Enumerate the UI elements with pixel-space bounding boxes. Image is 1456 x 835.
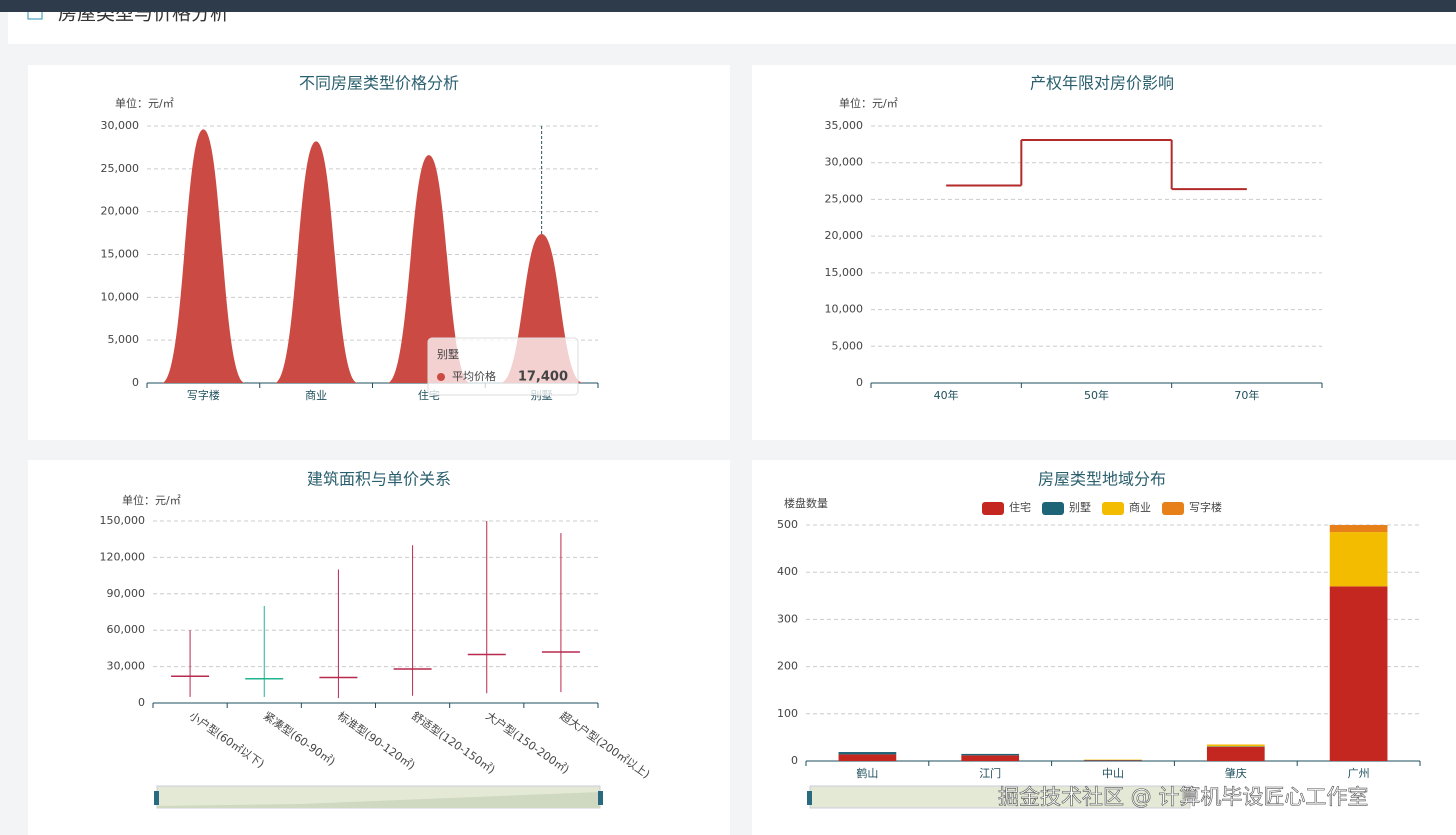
panel	[28, 460, 730, 835]
chart-title: 产权年限对房价影响	[1030, 74, 1174, 93]
chart-title: 房屋类型地域分布	[1038, 470, 1166, 489]
chart-title: 建筑面积与单价关系	[307, 470, 451, 489]
y-tick-label: 300	[777, 612, 798, 625]
y-tick-label: 10,000	[101, 290, 140, 303]
x-tick-label: 肇庆	[1225, 766, 1247, 780]
axis-label: 楼盘数量	[784, 496, 828, 510]
bar	[161, 129, 246, 383]
bar-segment	[838, 754, 897, 761]
x-tick-label: 50年	[1084, 388, 1109, 402]
bar-segment	[838, 752, 897, 755]
y-tick-label: 120,000	[100, 550, 146, 563]
slider-handle[interactable]	[807, 791, 812, 805]
y-tick-label: 90,000	[107, 587, 146, 600]
y-tick-label: 400	[777, 565, 798, 578]
y-tick-label: 0	[138, 696, 145, 709]
axis-unit: 单位：元/㎡	[839, 96, 898, 110]
watermark: 掘金技术社区 @ 计算机毕设匠心工作室	[998, 785, 1368, 809]
y-tick-label: 20,000	[101, 205, 140, 218]
legend-swatch	[1042, 502, 1064, 515]
panel	[752, 65, 1456, 440]
x-tick-label: 商业	[305, 388, 327, 402]
axis-unit: 单位：元/㎡	[115, 96, 174, 110]
x-tick-label: 40年	[934, 388, 959, 402]
tooltip	[427, 337, 579, 396]
y-tick-label: 20,000	[825, 229, 864, 242]
legend-label: 住宅	[1009, 500, 1031, 514]
bar-segment	[961, 753, 1020, 756]
legend-swatch	[982, 502, 1004, 515]
slider-shadow	[157, 792, 600, 808]
x-tick-label: 江门	[979, 766, 1001, 780]
axis-unit: 单位：元/㎡	[122, 493, 181, 507]
bar-segment	[1329, 525, 1388, 533]
tooltip-series: 平均价格	[452, 369, 496, 383]
y-tick-label: 5,000	[108, 333, 140, 346]
bar-segment	[1206, 744, 1265, 747]
legend-swatch	[1162, 502, 1184, 515]
zoom-slider[interactable]	[807, 785, 1191, 809]
bar-segment	[1329, 532, 1388, 587]
y-tick-label: 10,000	[825, 303, 864, 316]
x-tick-label: 70年	[1234, 388, 1259, 402]
x-tick-label: 写字楼	[187, 388, 220, 402]
bar-segment	[961, 755, 1020, 761]
tooltip-dot	[437, 373, 445, 381]
y-tick-label: 35,000	[825, 119, 864, 132]
y-tick-label: 15,000	[101, 248, 140, 261]
y-tick-label: 0	[132, 376, 139, 389]
y-tick-label: 0	[856, 376, 863, 389]
chart-title: 不同房屋类型价格分析	[299, 74, 459, 93]
legend-label: 商业	[1129, 500, 1151, 514]
y-tick-label: 500	[777, 518, 798, 531]
legend-label: 写字楼	[1189, 500, 1222, 514]
y-tick-label: 30,000	[107, 660, 146, 673]
panel	[28, 65, 730, 440]
bar	[274, 141, 358, 383]
y-tick-label: 25,000	[825, 192, 864, 205]
y-tick-label: 25,000	[101, 162, 140, 175]
legend-label: 别墅	[1069, 501, 1091, 514]
slider-handle[interactable]	[598, 791, 603, 805]
bar	[387, 155, 471, 383]
header-bar	[8, 12, 1456, 44]
y-tick-label: 0	[791, 754, 798, 767]
tooltip-value: 17,400	[518, 370, 568, 385]
y-tick-label: 15,000	[825, 266, 864, 279]
y-tick-label: 200	[777, 660, 798, 673]
x-tick-label: 鹤山	[856, 766, 878, 780]
y-tick-label: 60,000	[107, 623, 146, 636]
y-tick-label: 5,000	[832, 339, 864, 352]
top-bar	[0, 0, 1456, 12]
y-tick-label: 150,000	[100, 514, 146, 527]
bar-segment	[1206, 746, 1265, 761]
slider-handle[interactable]	[154, 791, 159, 805]
zoom-slider[interactable]	[154, 785, 603, 809]
y-tick-label: 100	[777, 707, 798, 720]
legend-swatch	[1102, 502, 1124, 515]
bar-segment	[1329, 586, 1388, 761]
y-tick-label: 30,000	[825, 156, 864, 169]
x-tick-label: 广州	[1348, 767, 1370, 780]
x-tick-label: 中山	[1102, 767, 1124, 780]
tooltip-title: 别墅	[437, 348, 459, 361]
y-tick-label: 30,000	[101, 119, 140, 132]
